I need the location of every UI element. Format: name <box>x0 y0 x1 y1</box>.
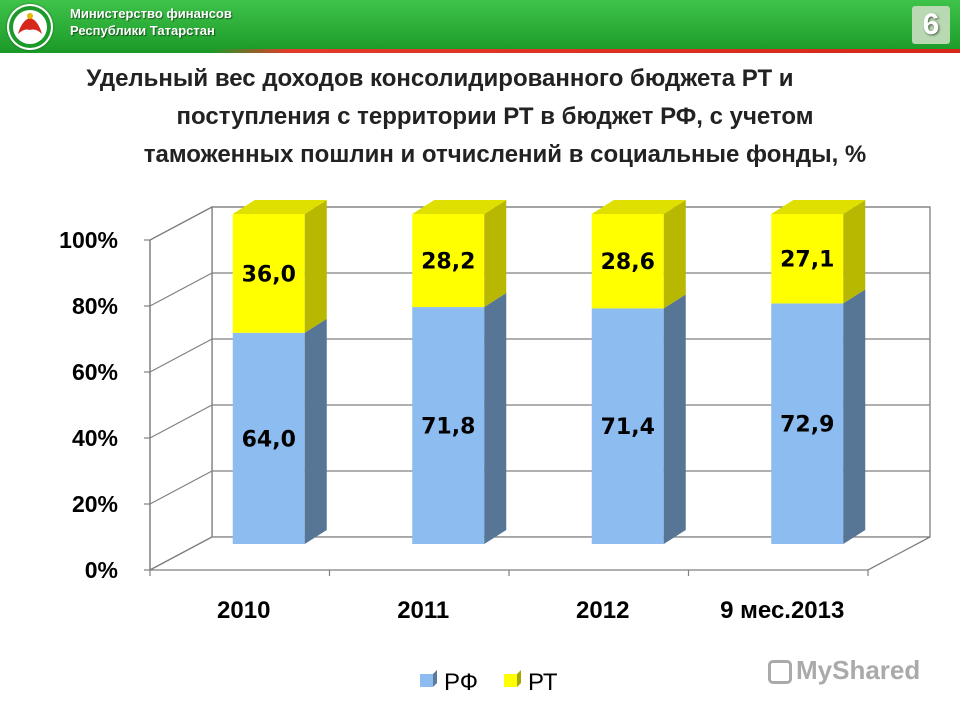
legend-label-rf: РФ <box>444 669 478 696</box>
bar-front-rf-1 <box>412 307 485 544</box>
bar-front-rt-0 <box>232 214 305 333</box>
gridline-side <box>149 206 213 241</box>
chart-floor <box>149 536 931 571</box>
bar-front-rf-3 <box>771 303 844 544</box>
organization-name: Министерство финансов Республики Татарст… <box>70 5 232 39</box>
y-tick-label: 100% <box>59 227 118 253</box>
data-label-rt-3: 27,1 <box>780 248 834 273</box>
data-label-rf-3: 72,9 <box>780 413 834 438</box>
data-label-rt-0: 36,0 <box>242 262 296 287</box>
y-tick-label: 40% <box>72 425 118 451</box>
watermark-icon <box>768 660 792 685</box>
data-label-rt-1: 28,2 <box>421 250 475 275</box>
bar-front-rf-0 <box>232 332 305 544</box>
bar-top-2 <box>591 200 686 214</box>
bar-side-rf-2 <box>663 294 686 544</box>
y-tick-label: 20% <box>72 491 118 517</box>
header-bar <box>0 0 960 52</box>
title-line-2: поступления с территории РТ в бюджет РФ,… <box>176 103 814 130</box>
header-accent-stripe <box>0 49 960 53</box>
gridline-side <box>149 404 213 439</box>
legend-swatch-side-0 <box>433 670 437 687</box>
legend-swatch-rt <box>504 674 517 687</box>
x-tick-label-2: 2012 <box>576 597 629 624</box>
gridline-side <box>149 272 213 307</box>
legend-label-rt: РТ <box>528 669 558 696</box>
bar-side-rf-3 <box>843 289 866 544</box>
gridline-side <box>149 338 213 373</box>
legend-swatch-rf <box>420 674 433 687</box>
data-label-rf-0: 64,0 <box>242 427 296 452</box>
bar-top-1 <box>412 200 507 214</box>
bar-front-rf-2 <box>591 308 664 544</box>
tatarstan-emblem-icon <box>7 4 53 50</box>
watermark: MyShared <box>768 655 920 686</box>
legend-swatch-side-1 <box>517 670 521 687</box>
org-line-2: Республики Татарстан <box>70 23 215 38</box>
bar-side-rt-1 <box>484 200 507 308</box>
bar-side-rf-0 <box>304 318 327 544</box>
x-tick-label-3: 9 мес.2013 <box>720 597 844 624</box>
bar-side-rt-0 <box>304 200 327 333</box>
page-title: Удельный вес доходов консолидированного … <box>40 60 930 174</box>
bar-side-rt-3 <box>843 200 866 304</box>
y-tick-label: 60% <box>72 359 118 385</box>
x-tick-label-1: 2011 <box>397 597 449 624</box>
data-label-rt-2: 28,6 <box>601 250 655 275</box>
bar-front-rt-2 <box>591 214 664 309</box>
org-line-1: Министерство финансов <box>70 6 232 21</box>
bar-side-rf-1 <box>484 293 507 544</box>
title-line-3: таможенных пошлин и отчислений в социаль… <box>143 141 867 168</box>
data-label-rf-1: 71,8 <box>421 415 475 440</box>
watermark-text: MyShared <box>796 655 921 685</box>
bar-top-3 <box>771 200 866 214</box>
gridline-side <box>149 470 213 505</box>
y-tick-label: 80% <box>72 293 118 319</box>
bar-side-rt-2 <box>663 200 686 309</box>
data-label-rf-2: 71,4 <box>601 415 655 440</box>
bar-front-rt-3 <box>771 214 844 304</box>
bar-top-0 <box>232 200 327 214</box>
x-tick-label-0: 2010 <box>217 597 270 624</box>
slide-number: 6 <box>912 6 950 44</box>
y-tick-label: 0% <box>85 557 118 583</box>
bar-front-rt-1 <box>412 214 485 308</box>
title-line-1: Удельный вес доходов консолидированного … <box>86 65 794 92</box>
chart-side-wall <box>149 205 213 572</box>
